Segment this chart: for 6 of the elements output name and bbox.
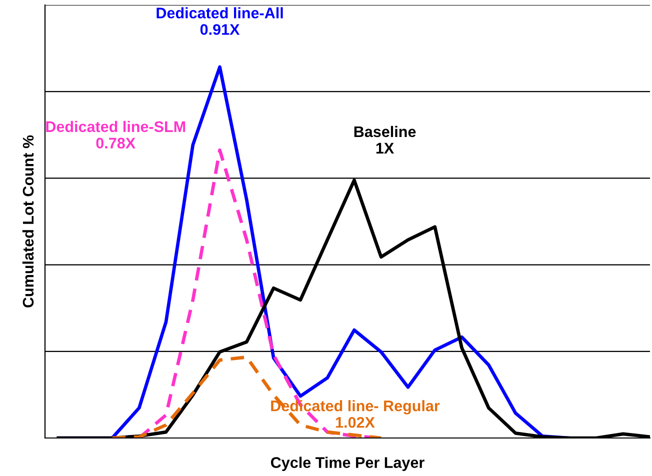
series-label: Baseline 1X [354,126,416,154]
series-label: Dedicated line- Regular 1.02X [271,400,440,428]
x-axis-title: Cycle Time Per Layer [270,456,424,471]
text: Dedicated line-All 0.91X [156,7,283,35]
y-axis-title: Cumulated Lot Count % [22,135,34,308]
text: Dedicated line-SLM 0.78X [46,120,186,149]
